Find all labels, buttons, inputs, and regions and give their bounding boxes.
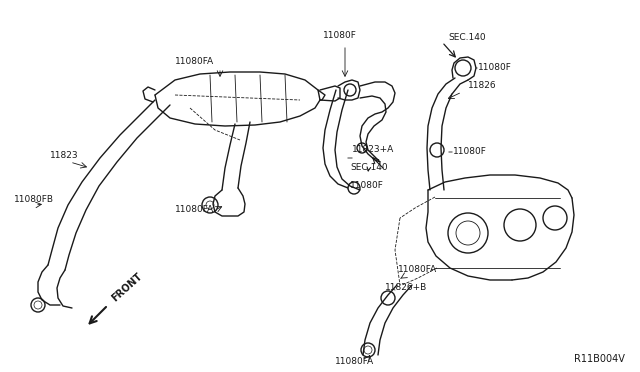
Text: 11823+A: 11823+A [352,145,394,154]
Text: 11080F: 11080F [323,31,357,39]
Text: 11080FA: 11080FA [175,205,214,215]
Text: FRONT: FRONT [110,271,145,303]
Text: R11B004V: R11B004V [574,354,625,364]
Text: 11080FB: 11080FB [14,196,54,205]
Text: 11080F: 11080F [350,180,384,189]
Text: SEC.140: SEC.140 [350,163,388,172]
Text: 11080F: 11080F [478,62,512,71]
Text: 11823: 11823 [50,151,79,160]
Text: 11080FA: 11080FA [335,357,374,366]
Text: 11826+B: 11826+B [385,283,428,292]
Text: SEC.140: SEC.140 [448,33,486,42]
Text: 11080FA: 11080FA [398,266,437,275]
Text: 11080F: 11080F [453,148,487,157]
Text: 11080FA: 11080FA [175,58,214,67]
Text: 11826: 11826 [468,80,497,90]
